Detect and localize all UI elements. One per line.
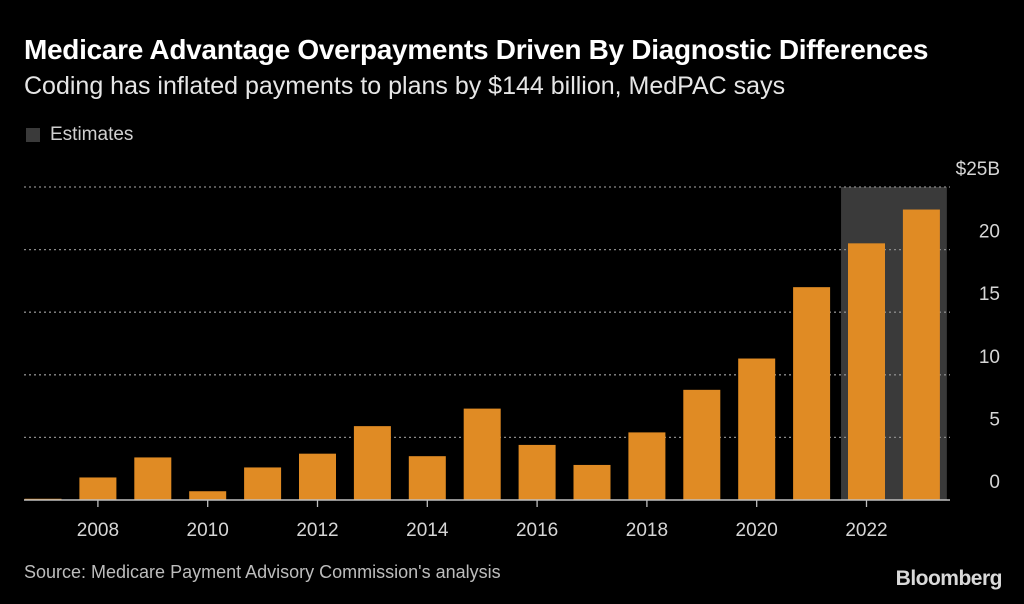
x-tick-label: 2016 xyxy=(516,520,558,541)
y-tick-label: 10 xyxy=(979,347,1000,368)
legend-label-estimates: Estimates xyxy=(50,124,134,145)
x-tick-label: 2010 xyxy=(187,520,229,541)
bar-2012 xyxy=(299,453,336,500)
x-tick-label: 2020 xyxy=(736,520,778,541)
legend: Estimates xyxy=(26,124,133,146)
bar-2010 xyxy=(189,491,227,500)
bar-2021 xyxy=(793,287,831,500)
y-tick-label: 5 xyxy=(989,409,1000,430)
x-tick-label: 2012 xyxy=(296,520,338,541)
bar-2018 xyxy=(628,432,666,500)
bar-2023 xyxy=(902,209,940,500)
bloomberg-logo: Bloomberg xyxy=(895,567,1003,590)
bar-2011 xyxy=(244,467,282,500)
bar-2016 xyxy=(518,444,556,500)
bar-2014 xyxy=(408,456,446,500)
y-tick-label: 15 xyxy=(979,284,1000,305)
bar-2013 xyxy=(353,426,391,500)
bar-2022 xyxy=(848,243,885,500)
x-tick-label: 2022 xyxy=(845,520,887,541)
bars xyxy=(24,209,940,501)
y-tick-label: 20 xyxy=(979,222,1000,243)
x-tick-label: 2018 xyxy=(626,520,668,541)
legend-swatch-estimates xyxy=(26,128,40,142)
y-tick-label: 0 xyxy=(989,472,1000,493)
bar-2009 xyxy=(134,457,172,500)
chart-subtitle: Coding has inflated payments to plans by… xyxy=(24,72,786,100)
bar-2015 xyxy=(463,408,501,500)
source-note: Source: Medicare Payment Advisory Commis… xyxy=(24,562,501,582)
chart-title: Medicare Advantage Overpayments Driven B… xyxy=(24,34,929,65)
bar-2017 xyxy=(573,464,611,500)
bar-2020 xyxy=(738,358,776,500)
bar-2019 xyxy=(683,389,721,500)
y-tick-label: $25B xyxy=(956,159,1000,180)
x-tick-label: 2014 xyxy=(406,520,449,541)
bar-2008 xyxy=(79,477,117,500)
x-tick-label: 2008 xyxy=(77,520,119,541)
axes: 0 5 10 15 20 $25B 2008 2010 2012 2014 2016 2018 2020… xyxy=(24,159,1000,541)
